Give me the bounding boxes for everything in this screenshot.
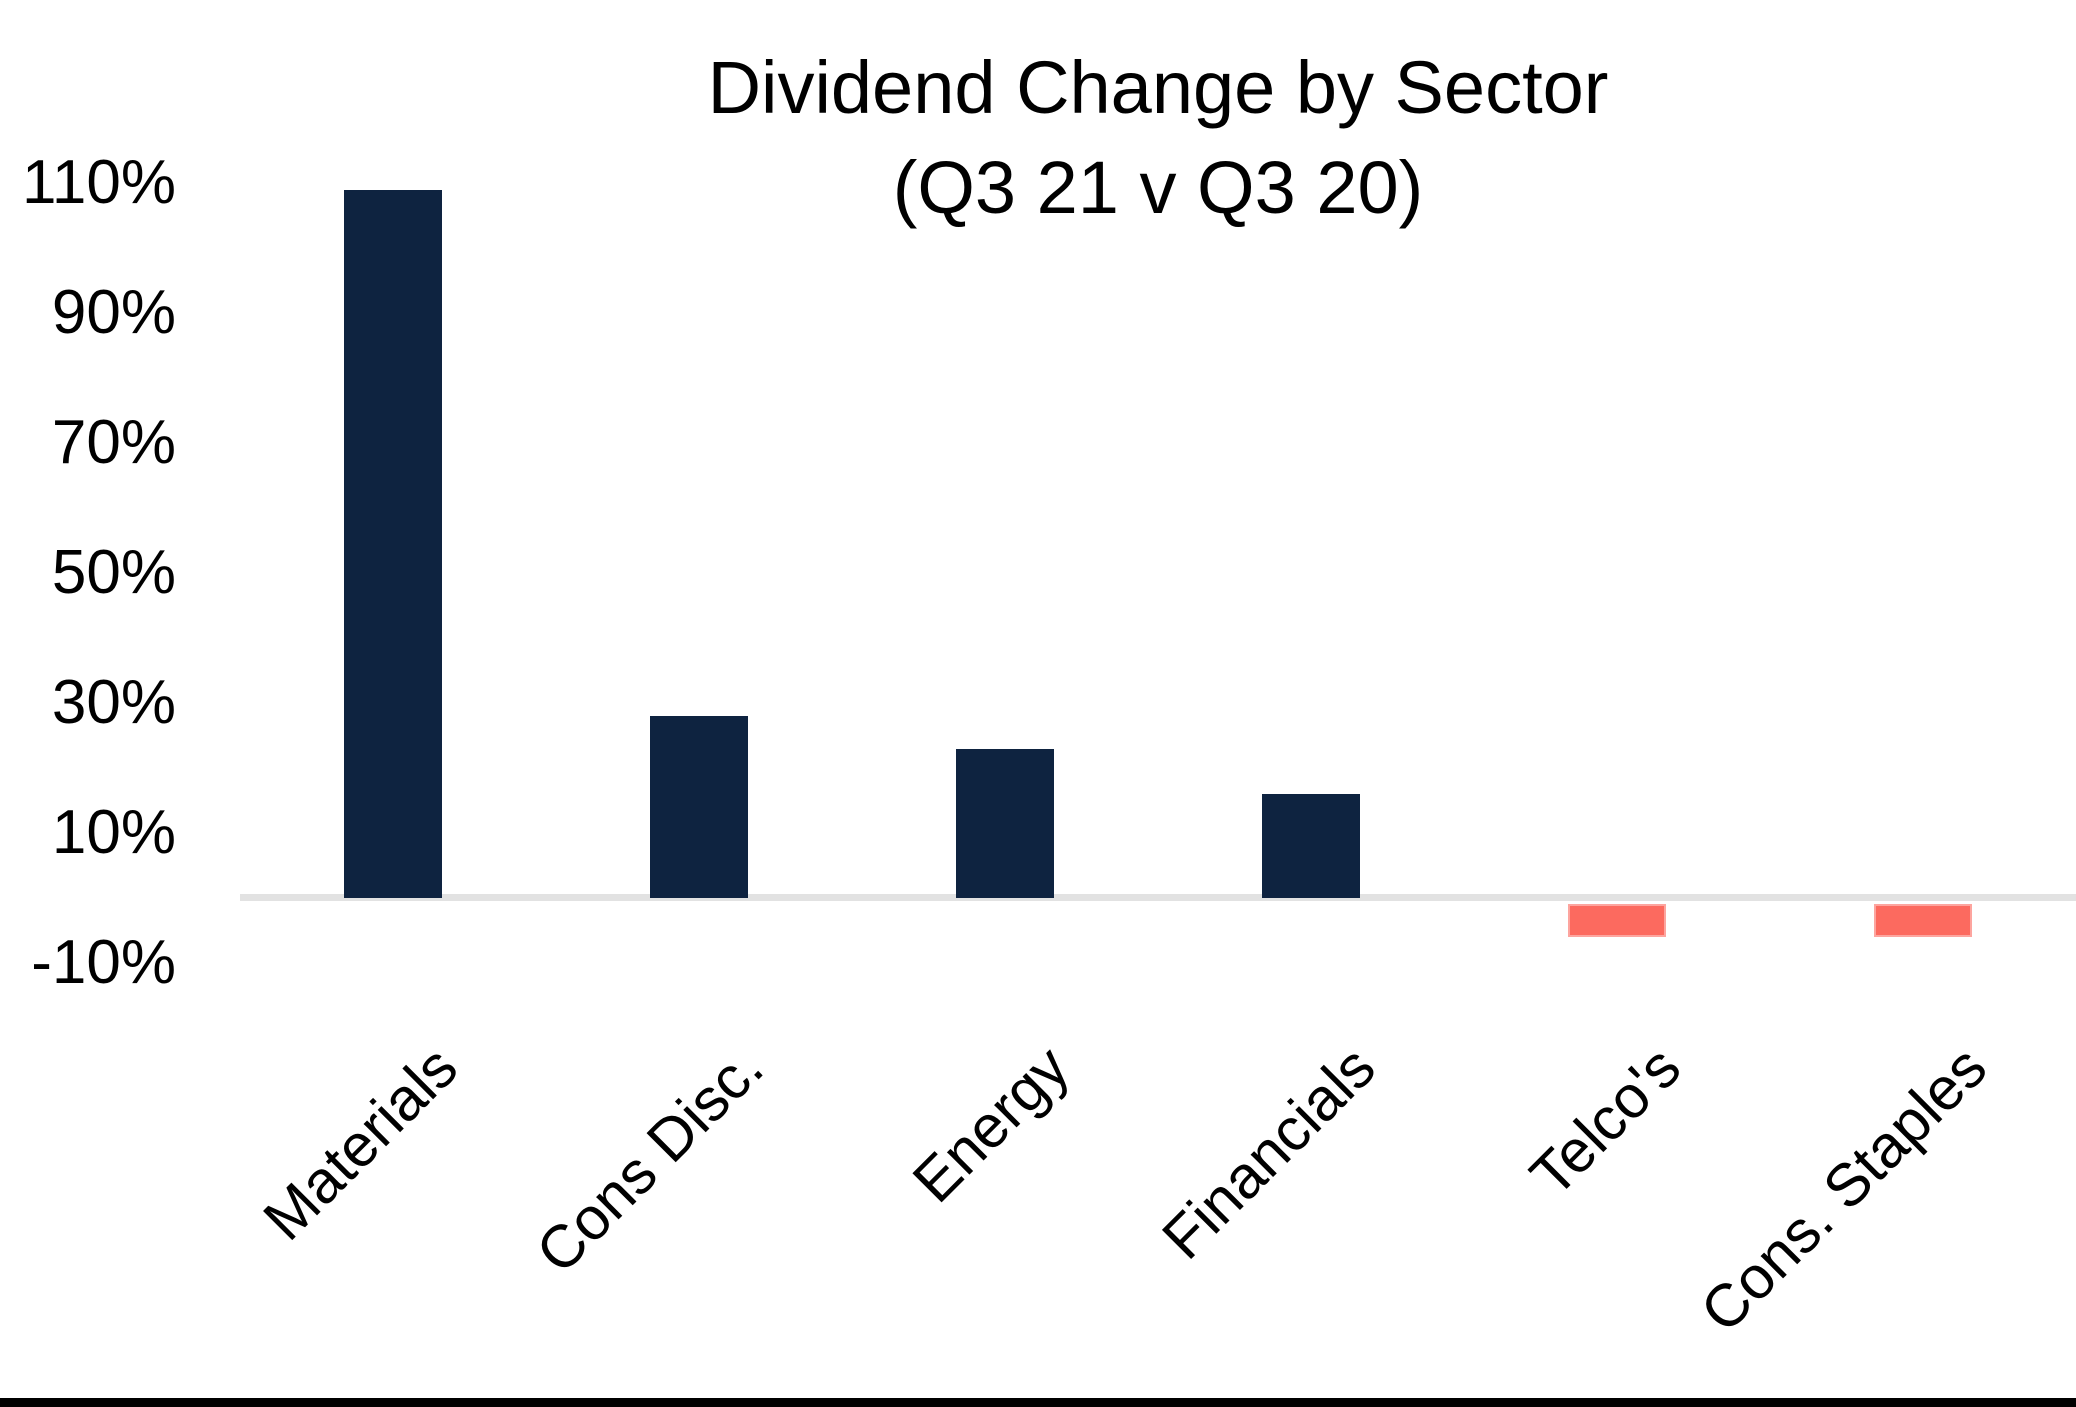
- x-axis-category-label-telco-s: Telco's: [1517, 1033, 1694, 1210]
- chart-title-line-2: (Q3 21 v Q3 20): [892, 146, 1424, 229]
- x-axis-category-label-cons-staples: Cons. Staples: [1688, 1033, 2000, 1345]
- y-axis-tick-label-50: 50%: [51, 538, 176, 607]
- x-axis-zero-line: [240, 894, 2076, 901]
- chart-title: Dividend Change by Sector (Q3 21 v Q3 20…: [240, 38, 2076, 238]
- bar-telco-s: [1568, 904, 1666, 937]
- y-axis-tick-label-110: 110%: [22, 148, 176, 217]
- bar-cons-staples: [1874, 904, 1972, 937]
- y-axis-tick-label-90: 90%: [51, 278, 176, 347]
- y-axis-tick-label-70: 70%: [51, 408, 176, 477]
- bar-energy: [956, 748, 1054, 898]
- x-axis-category-label-cons-disc: Cons Disc.: [523, 1033, 776, 1286]
- y-axis-tick-label-10: -10%: [31, 928, 176, 997]
- bar-cons-disc: [650, 716, 748, 898]
- x-axis-category-label-energy: Energy: [899, 1033, 1082, 1216]
- y-axis-tick-label-10: 10%: [51, 798, 176, 867]
- y-axis-tick-label-30: 30%: [51, 668, 176, 737]
- x-axis-category-label-financials: Financials: [1149, 1033, 1388, 1272]
- bar-financials: [1262, 794, 1360, 898]
- chart-title-line-1: Dividend Change by Sector: [707, 46, 1609, 129]
- bottom-border-strip: [0, 1398, 2076, 1407]
- bar-materials: [344, 189, 442, 898]
- x-axis-category-label-materials: Materials: [250, 1033, 470, 1253]
